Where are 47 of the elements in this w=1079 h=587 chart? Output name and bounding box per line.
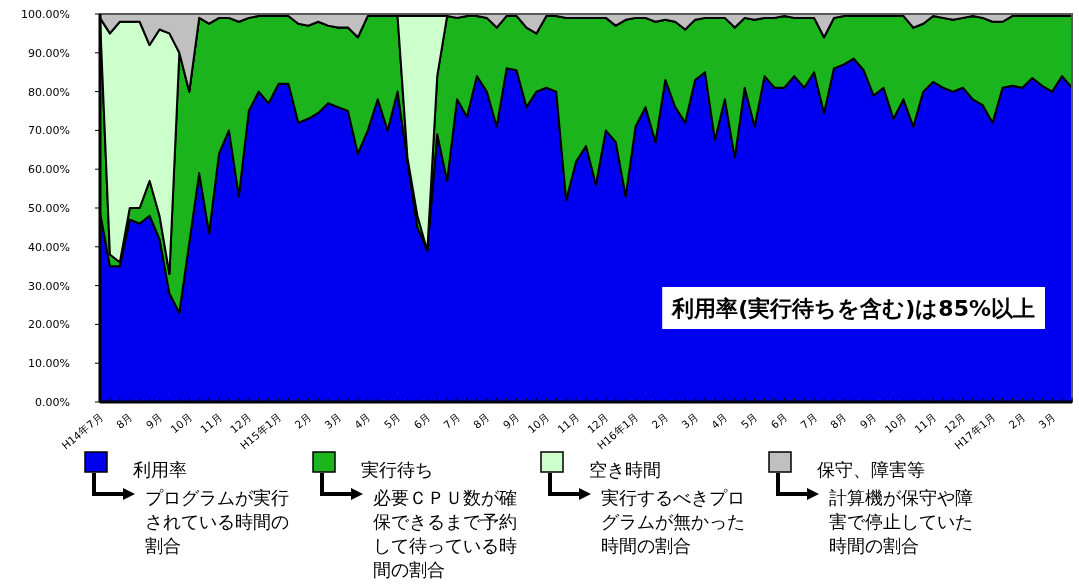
x-tick-label: 4月 xyxy=(708,410,731,431)
y-tick-label: 30.00% xyxy=(28,279,70,293)
y-tick-label: 90.00% xyxy=(28,46,70,60)
legend-label: 利用率 xyxy=(133,459,187,480)
y-tick-label: 100.00% xyxy=(21,8,70,21)
y-tick-label: 80.00% xyxy=(28,85,70,99)
x-tick-label: 8月 xyxy=(470,410,493,431)
x-tick-label: 2月 xyxy=(649,410,671,431)
y-tick-label: 10.00% xyxy=(28,357,70,371)
x-tick-label: 9月 xyxy=(857,410,879,431)
x-tick-label: 10月 xyxy=(525,410,552,436)
x-tick-label: 5月 xyxy=(381,410,403,431)
text: 計算機が保守や障害で停止していた時間の割合 xyxy=(829,487,973,556)
legend-label: 保守、障害等 xyxy=(817,459,925,480)
x-tick-label: 9月 xyxy=(143,410,165,431)
x-tick-label: 11月 xyxy=(197,410,225,436)
x-tick-label: 3月 xyxy=(322,410,344,431)
x-tick-label: 6月 xyxy=(768,410,790,431)
x-tick-label: 8月 xyxy=(827,410,850,431)
x-tick-label: 5月 xyxy=(738,410,760,431)
x-tick-label: 6月 xyxy=(411,410,433,431)
x-tick-label: 11月 xyxy=(912,410,939,436)
legend-label: 空き時間 xyxy=(589,459,661,480)
x-tick-label: 3月 xyxy=(679,410,701,431)
y-tick-label: 60.00% xyxy=(28,163,70,177)
y-tick-label: 70.00% xyxy=(28,124,70,138)
x-tick-label: 2月 xyxy=(292,410,314,431)
x-tick-label: 2月 xyxy=(1006,410,1028,431)
y-tick-label: 20.00% xyxy=(28,318,70,332)
x-tick-label: 9月 xyxy=(500,410,522,431)
legend-label: 実行待ち xyxy=(361,459,433,480)
x-tick-label: 3月 xyxy=(1036,410,1058,431)
x-tick-label: 4月 xyxy=(351,410,374,431)
x-tick-label: 7月 xyxy=(798,410,820,431)
text: プログラムが実行されている時間の割合 xyxy=(145,487,289,556)
text: 実行するべきプログラムが無かった時間の割合 xyxy=(601,487,745,556)
x-tick-label: 11月 xyxy=(554,410,582,436)
x-tick-label: 7月 xyxy=(441,410,463,431)
annotation: 利用率(実行待ちを含む)は85%以上 xyxy=(671,296,1035,321)
x-tick-label: 10月 xyxy=(168,410,195,436)
y-tick-label: 40.00% xyxy=(28,240,70,254)
text: 必要ＣＰＵ数が確保できるまで予約して待っている時間の割合 xyxy=(373,487,517,580)
y-tick-label: 50.00% xyxy=(28,202,70,215)
y-tick-label: 0.00% xyxy=(35,396,70,409)
x-tick-label: 8月 xyxy=(113,410,136,431)
x-tick-label: 10月 xyxy=(882,410,909,436)
x-tick-label: H14年7月 xyxy=(59,410,106,452)
